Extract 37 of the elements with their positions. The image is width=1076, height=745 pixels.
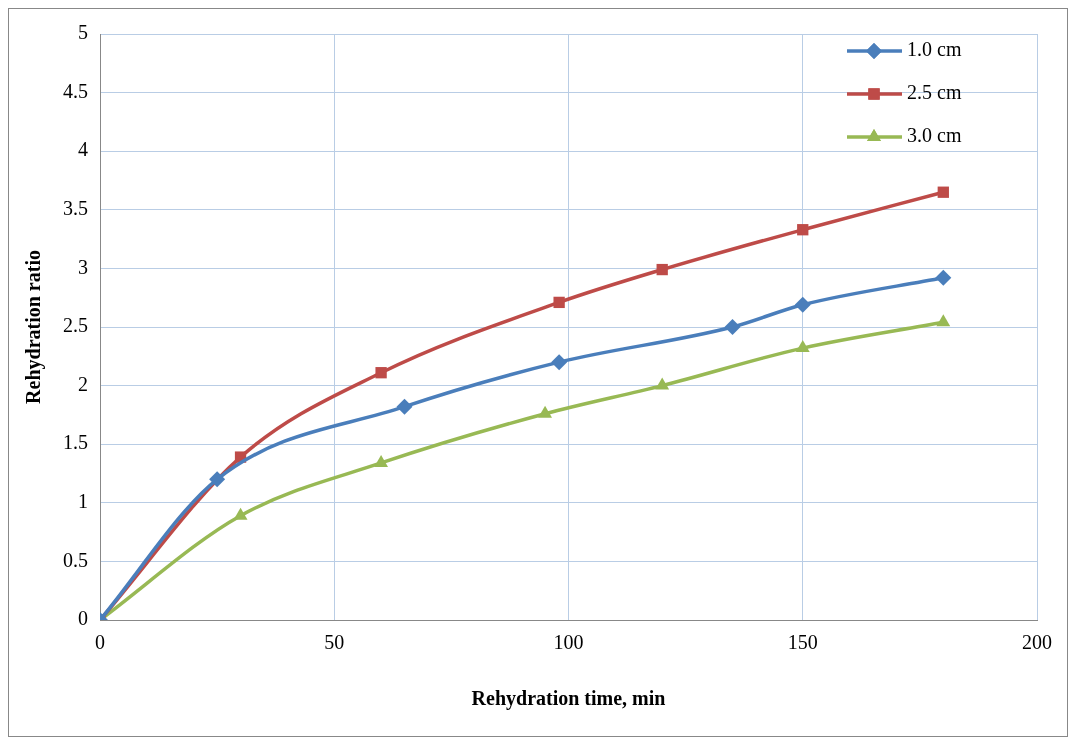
y-tick-label: 0 bbox=[78, 607, 88, 630]
point bbox=[396, 398, 413, 415]
x-tick-label: 0 bbox=[95, 631, 105, 654]
legend-label: 1.0 cm bbox=[907, 38, 962, 61]
x-tick-label: 100 bbox=[553, 631, 584, 654]
y-tick-label: 1 bbox=[78, 490, 88, 513]
y-tick-label: 0.5 bbox=[63, 548, 88, 571]
point bbox=[936, 314, 951, 327]
point bbox=[655, 377, 670, 390]
y-tick-label: 2 bbox=[78, 372, 88, 395]
point bbox=[538, 405, 552, 418]
point bbox=[724, 319, 741, 335]
point bbox=[935, 269, 952, 286]
point bbox=[233, 507, 248, 520]
x-tick-label: 50 bbox=[324, 631, 345, 654]
legend-label: 2.5 cm bbox=[907, 81, 962, 104]
y-tick-label: 5 bbox=[78, 21, 88, 44]
point bbox=[553, 296, 565, 309]
legend-label: 3.0 cm bbox=[907, 124, 962, 147]
y-tick-label: 4 bbox=[78, 138, 88, 161]
x-tick-label: 200 bbox=[1022, 631, 1052, 654]
y-tick-label: 2.5 bbox=[63, 314, 88, 337]
point bbox=[794, 296, 811, 313]
x-tick-label: 150 bbox=[787, 631, 818, 654]
point bbox=[795, 340, 810, 353]
point bbox=[551, 354, 568, 371]
x-axis-title: Rehydration time, min bbox=[471, 687, 666, 711]
y-tick-label: 3 bbox=[78, 255, 88, 278]
y-tick-label: 3.5 bbox=[63, 197, 88, 220]
y-axis-title: Rehydration ratio bbox=[22, 250, 46, 404]
point bbox=[374, 454, 389, 467]
point bbox=[375, 367, 387, 379]
y-tick-label: 1.5 bbox=[63, 431, 88, 454]
point bbox=[797, 224, 809, 236]
y-tick-label: 4.5 bbox=[63, 79, 88, 102]
point bbox=[656, 263, 668, 276]
point bbox=[937, 186, 949, 198]
